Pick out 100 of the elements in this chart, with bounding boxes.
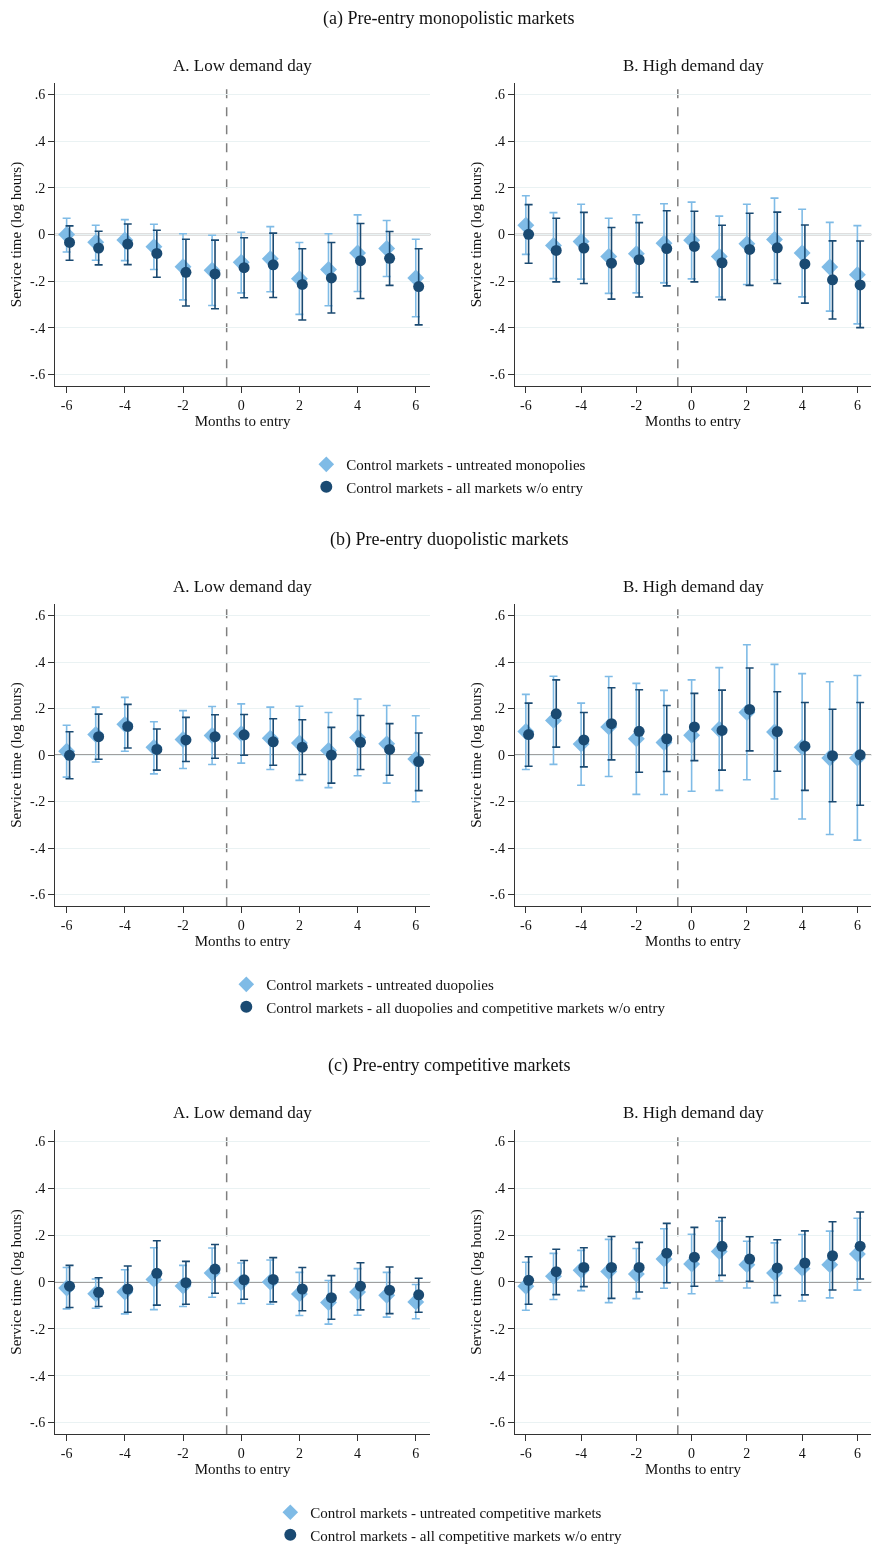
x-tick-label: 6 [412,1446,420,1462]
y-tick-label: 0 [38,1274,46,1290]
point [716,1240,728,1252]
y-tick-label: .4 [34,1181,46,1197]
y-tick-label: -.6 [489,1415,505,1431]
y-tick-label: -.4 [30,1368,46,1384]
y-tick-label: .6 [494,1134,505,1150]
x-axis-title: Months to entry [645,933,742,949]
y-tick-label: .4 [494,1181,505,1197]
x-tick-label: 0 [688,918,696,933]
point [523,1274,535,1286]
y-axis-title: Service time (log hours) [8,682,26,828]
y-tick-label: .6 [34,608,46,624]
y-tick-label: -.6 [489,887,505,903]
y-tick-label: -.6 [30,367,46,383]
y-tick-label: 0 [498,227,505,243]
y-tick-label: .2 [494,180,505,196]
point [413,1289,425,1301]
x-tick-label: -2 [630,918,643,933]
point [854,1240,866,1252]
point [578,242,590,254]
x-tick-label: 2 [743,1446,751,1462]
y-axis-title: Service time (log hours) [468,682,486,828]
chart-title: B. High demand day [623,1103,765,1122]
x-tick-label: -4 [118,1446,131,1462]
y-tick-label: -.6 [30,887,46,903]
chart-title: A. Low demand day [173,577,313,596]
point [238,262,250,274]
x-tick-label: -4 [575,918,587,933]
x-tick-label: 2 [295,1446,303,1462]
y-tick-label: .6 [494,87,505,103]
point [523,228,535,240]
y-tick-label: -.2 [30,794,46,810]
y-tick-label: -.6 [489,367,505,383]
x-tick-label: 6 [853,398,861,414]
point [821,258,839,276]
x-tick-label: -4 [575,398,587,414]
chart-title: B. High demand day [623,56,765,75]
chart-title: A. Low demand day [173,56,313,75]
point [661,243,673,255]
legend-label: Control markets - untreated competitive markets [310,1505,602,1522]
legend-label: Control markets - all duopolies and competitive markets w/o entry [266,999,666,1016]
point [716,257,728,269]
y-tick-label: .6 [494,608,505,624]
y-tick-label: .2 [494,701,505,717]
legend-label: Control markets - untreated monopolies [346,457,586,474]
y-tick-label: -.2 [30,274,46,290]
x-tick-label: -4 [575,1446,587,1462]
y-tick-label: -.4 [489,840,505,856]
x-tick-label: 6 [412,918,420,933]
y-tick-label: 0 [498,1274,505,1290]
point [151,1267,163,1279]
x-tick-label: 0 [237,398,245,414]
point [661,1247,673,1259]
x-tick-label: -6 [60,1446,73,1462]
y-tick-label: .6 [34,87,46,103]
y-tick-label: -.6 [30,1415,46,1431]
x-tick-label: 0 [688,1446,696,1462]
point [354,255,366,267]
y-tick-label: 0 [38,747,46,763]
x-axis-title: Months to entry [645,1461,742,1478]
point [296,278,308,290]
x-tick-label: 0 [688,398,696,414]
x-tick-label: 6 [853,918,861,933]
x-tick-label: 4 [798,918,806,933]
point [688,240,700,252]
x-tick-label: -2 [177,398,189,414]
point [688,1251,700,1263]
point [854,279,866,291]
y-axis-title: Service time (log hours) [8,1209,26,1355]
point [799,1257,811,1269]
y-tick-label: 0 [38,227,46,243]
x-tick-label: -4 [118,918,131,933]
x-tick-label: 2 [743,398,751,414]
chart-subtitle: (c) Pre-entry competitive markets [328,1055,571,1076]
y-tick-label: .6 [34,1134,46,1150]
y-tick-label: -.4 [30,840,46,856]
y-tick-label: -.4 [489,1368,505,1384]
x-tick-label: 6 [853,1446,861,1462]
point [384,252,396,264]
y-axis-title: Service time (log hours) [8,161,26,308]
y-tick-label: .4 [494,134,505,150]
y-tick-label: -.4 [489,320,505,336]
x-tick-label: 4 [798,1446,806,1462]
point [354,1280,366,1292]
y-axis-title: Service time (log hours) [468,161,486,308]
x-tick-label: 2 [743,918,751,933]
x-axis-title: Months to entry [194,933,292,949]
y-tick-label: -.2 [489,1321,505,1337]
point [827,1250,839,1262]
x-tick-label: 0 [237,918,245,933]
y-tick-label: -.2 [489,794,505,810]
x-tick-label: -6 [60,918,73,933]
y-tick-label: 0 [498,747,505,763]
x-tick-label: -2 [177,1446,189,1462]
x-tick-label: -6 [60,398,73,414]
y-tick-label: .2 [34,180,46,196]
x-tick-label: 4 [798,398,806,414]
point [180,266,192,278]
y-tick-label: -.4 [30,320,46,336]
